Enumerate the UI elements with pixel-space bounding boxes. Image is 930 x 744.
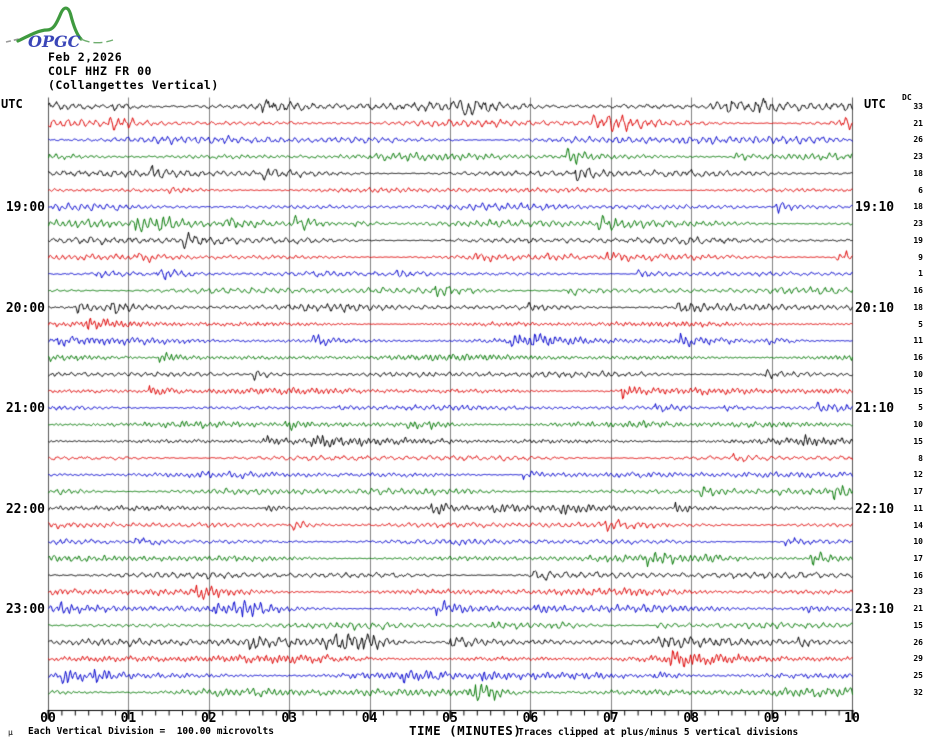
clip-note: Traces clipped at plus/minus 5 vertical … [518,727,799,738]
plot-header: Feb 2,2026 COLF HHZ FR 00 (Collangettes … [48,50,219,92]
x-axis-title: TIME (MINUTES) [409,723,522,738]
header-station-code: COLF HHZ FR 00 [48,64,152,78]
microvolt-mark: μ [8,728,13,737]
logo-curve-icon [16,6,83,43]
vertical-scale-note: Each Vertical Division = 100.00 microvol… [28,726,274,737]
logo-text: OPGC [28,32,81,51]
header-date: Feb 2,2026 [48,50,123,64]
dc-column-header: DC [902,93,912,102]
utc-label-right: UTC [864,97,886,111]
opgc-logo: OPGC [5,6,114,51]
logo-tail [80,38,114,44]
utc-label-left: UTC [1,97,23,111]
logo-dash-left [5,38,20,43]
header-station-name: (Collangettes Vertical) [48,78,219,92]
